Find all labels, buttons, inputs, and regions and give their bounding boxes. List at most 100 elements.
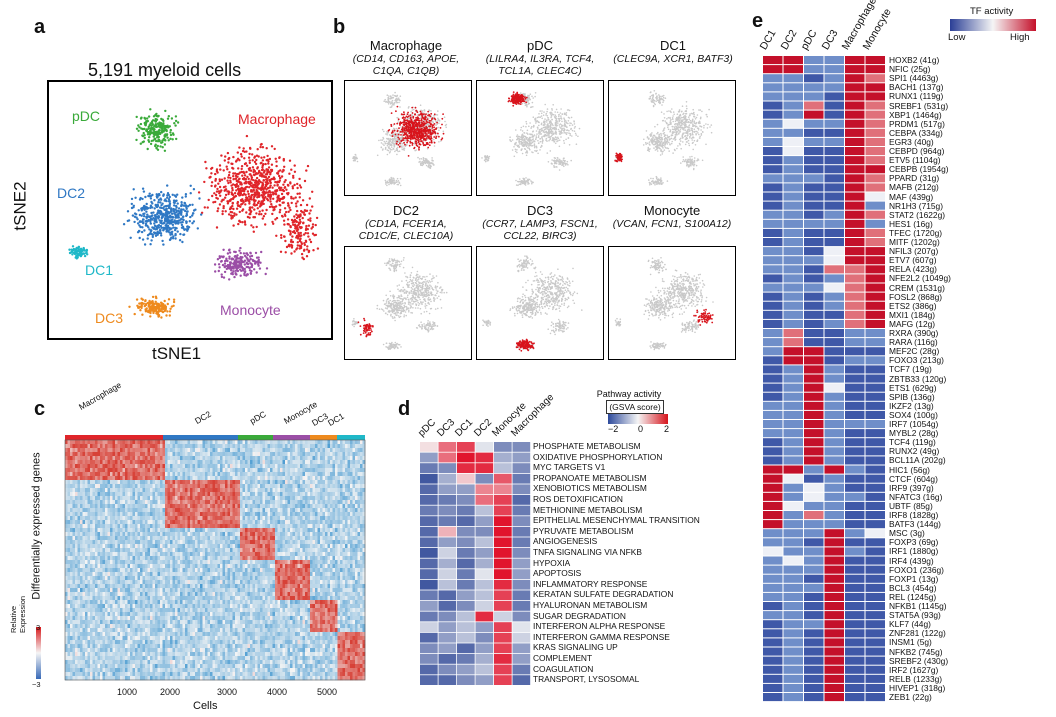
cell-point xyxy=(567,164,569,166)
cell-point xyxy=(547,117,550,119)
cell-point xyxy=(164,133,167,136)
cell-point xyxy=(418,146,421,149)
cell-point xyxy=(514,97,517,100)
cell-point xyxy=(167,193,170,197)
cell-point xyxy=(257,155,260,158)
cell-point xyxy=(226,168,229,171)
cell-point xyxy=(528,102,531,105)
cell-point xyxy=(530,180,532,182)
cell-point xyxy=(655,93,657,95)
cluster-label-dc1: DC1 xyxy=(85,262,114,278)
cell-point xyxy=(173,228,177,232)
cell-point xyxy=(194,208,197,211)
cell-point xyxy=(575,143,578,145)
cell-point xyxy=(282,219,286,222)
cell-point xyxy=(427,130,430,133)
cell-point xyxy=(419,138,422,141)
cell-point xyxy=(291,185,294,188)
cell-point xyxy=(164,209,168,212)
cell-point xyxy=(435,135,438,138)
cell-point xyxy=(283,207,287,210)
cell-point xyxy=(404,137,406,140)
cell-point xyxy=(396,94,399,97)
cell-point xyxy=(444,124,447,127)
cell-point xyxy=(144,195,147,199)
cell-point xyxy=(280,192,284,196)
cell-point xyxy=(191,203,194,206)
cell-point xyxy=(303,248,306,251)
cell-point xyxy=(671,108,673,110)
cell-point xyxy=(301,216,304,220)
cell-point xyxy=(158,139,161,143)
cell-point xyxy=(391,148,393,151)
cell-point xyxy=(162,229,165,232)
cell-point xyxy=(426,122,429,125)
cell-point xyxy=(396,148,398,150)
cell-point xyxy=(262,197,266,201)
cell-point xyxy=(210,167,213,170)
cell-point xyxy=(160,302,164,306)
cell-point xyxy=(221,210,224,213)
cell-point xyxy=(142,131,145,135)
cell-point xyxy=(428,109,430,111)
cell-point xyxy=(693,111,695,114)
cell-point xyxy=(300,252,304,256)
cell-point xyxy=(269,191,272,194)
cell-point xyxy=(142,205,146,208)
cell-point xyxy=(244,203,247,206)
cell-point xyxy=(696,140,699,142)
cell-point xyxy=(220,259,223,263)
cell-point xyxy=(514,143,516,145)
cell-point xyxy=(184,228,188,231)
cell-point xyxy=(185,207,188,210)
cell-point xyxy=(226,263,230,267)
cell-point xyxy=(431,157,433,159)
cell-point xyxy=(559,127,562,129)
cell-point xyxy=(399,106,401,108)
cell-point xyxy=(689,135,691,138)
cell-point xyxy=(280,214,284,218)
cell-point xyxy=(75,247,78,250)
cell-point xyxy=(296,237,300,240)
cell-point xyxy=(678,132,680,135)
cell-point xyxy=(701,110,703,113)
cell-point xyxy=(286,218,290,221)
cell-point xyxy=(141,127,145,131)
cell-point xyxy=(658,94,660,96)
cell-point xyxy=(682,112,685,115)
cell-point xyxy=(210,184,213,188)
cell-point xyxy=(241,269,245,272)
cell-point xyxy=(265,208,268,212)
cell-point xyxy=(218,164,222,167)
cell-point xyxy=(260,186,263,189)
cell-point xyxy=(259,162,262,165)
cell-point xyxy=(146,301,149,305)
cell-point xyxy=(695,130,697,133)
cell-point xyxy=(235,260,238,263)
cell-point xyxy=(276,195,280,198)
cell-point xyxy=(149,108,152,111)
background-cells xyxy=(481,92,581,187)
cell-point xyxy=(147,304,151,307)
cell-point xyxy=(394,133,397,136)
cell-point xyxy=(399,124,401,126)
cell-point xyxy=(310,227,313,230)
cell-point xyxy=(396,140,398,143)
cell-point xyxy=(238,194,241,197)
cell-point xyxy=(184,209,187,213)
cell-point xyxy=(299,234,302,237)
cell-point xyxy=(266,168,270,171)
cell-point xyxy=(274,218,277,221)
cell-point xyxy=(417,117,420,120)
cell-point xyxy=(208,176,211,179)
cell-point xyxy=(426,127,428,129)
cell-point xyxy=(311,223,315,226)
cell-point xyxy=(225,267,228,271)
cell-point xyxy=(556,140,558,143)
cell-point xyxy=(390,146,393,148)
cell-point xyxy=(424,135,427,137)
cell-point xyxy=(689,132,691,135)
cell-point xyxy=(553,165,555,167)
cell-point xyxy=(413,134,416,137)
cell-point xyxy=(438,129,440,132)
